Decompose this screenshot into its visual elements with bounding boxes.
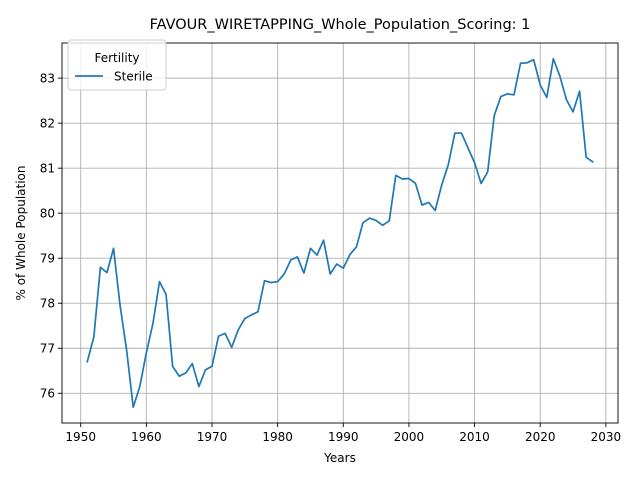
- legend: Fertility Sterile: [67, 39, 167, 91]
- x-tick-label: 1960: [131, 430, 162, 444]
- legend-title: Fertility: [94, 51, 139, 65]
- x-axis: 1950 1960 1970 1980 1990 2000 2010 2020 2030: [65, 423, 621, 444]
- chart-title: FAVOUR_WIRETAPPING_Whole_Population_Scor…: [150, 17, 531, 33]
- y-tick-label: 76: [40, 387, 55, 401]
- y-tick-label: 81: [40, 161, 55, 175]
- x-tick-label: 2000: [394, 430, 425, 444]
- series-layer: [86, 57, 594, 409]
- x-tick-label: 1990: [328, 430, 359, 444]
- legend-box: [67, 39, 167, 91]
- y-tick-label: 83: [40, 71, 55, 85]
- x-tick-label: 1970: [197, 430, 228, 444]
- y-tick-label: 78: [40, 297, 55, 311]
- x-tick-label: 2030: [591, 430, 622, 444]
- grid: [62, 43, 618, 423]
- legend-label-sterile: Sterile: [114, 70, 153, 84]
- x-tick-label: 1950: [65, 430, 96, 444]
- y-tick-label: 80: [40, 206, 55, 220]
- y-axis: 76 77 78 79 80 81 82 83: [40, 71, 62, 401]
- y-axis-label: % of Whole Population: [14, 166, 28, 301]
- y-tick-label: 79: [40, 252, 55, 266]
- y-tick-label: 77: [40, 342, 55, 356]
- x-tick-label: 2010: [459, 430, 490, 444]
- y-tick-label: 82: [40, 116, 55, 130]
- plot-frame: [61, 42, 619, 424]
- series-line-sterile: [86, 57, 594, 409]
- x-tick-label: 2020: [525, 430, 556, 444]
- x-axis-label: Years: [323, 451, 356, 465]
- x-tick-label: 1980: [262, 430, 293, 444]
